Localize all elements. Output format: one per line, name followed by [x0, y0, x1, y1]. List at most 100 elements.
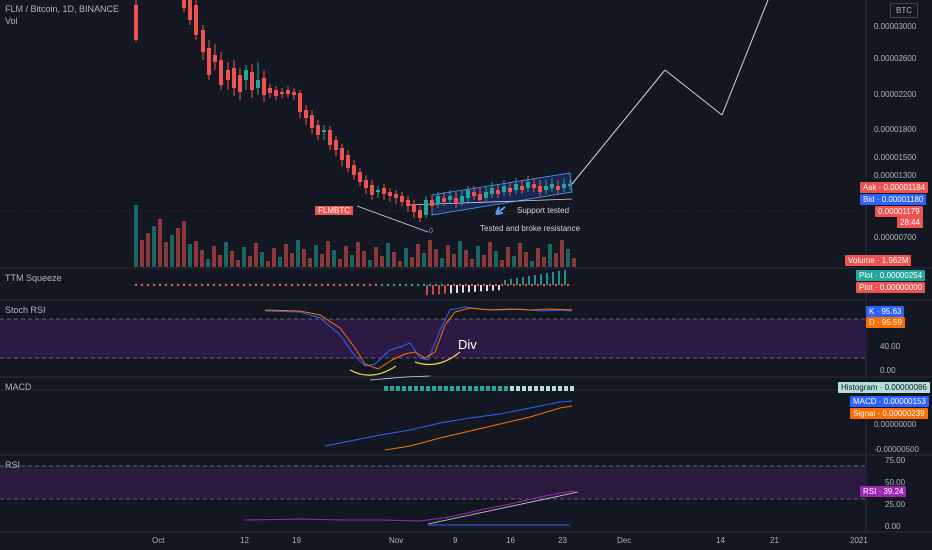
ttm-squeeze-dot	[434, 283, 438, 287]
price-candle-body	[562, 184, 566, 188]
ttm-squeeze-dot	[326, 283, 330, 287]
ttm-squeeze-dot	[512, 283, 516, 287]
volume-bar	[254, 243, 258, 267]
volume-bar	[272, 248, 276, 267]
volume-bar	[230, 251, 234, 267]
ttm-squeeze-dot	[530, 283, 534, 287]
price-candle-body	[406, 200, 410, 206]
ttm-squeeze-dot	[392, 283, 396, 287]
volume-bar	[410, 257, 414, 267]
date-tick: 14	[716, 536, 725, 545]
divergence-curve[interactable]	[414, 351, 461, 365]
price-candle-body	[364, 180, 368, 188]
resistance-note[interactable]: Tested and broke resistance	[480, 224, 581, 233]
divergence-note[interactable]: Div	[458, 337, 477, 352]
macd-histogram-bar	[516, 386, 520, 391]
price-candle-body	[274, 90, 278, 96]
stoch-tick: 0.00	[880, 366, 896, 375]
currency-button[interactable]: BTC	[890, 3, 918, 18]
ttm-momentum-bar	[522, 277, 524, 285]
date-tick: 19	[292, 536, 301, 545]
ttm-squeeze-dot	[338, 283, 342, 287]
arrow-icon[interactable]	[495, 206, 506, 215]
price-candle-body	[201, 30, 205, 52]
macd-title[interactable]: MACD	[5, 382, 32, 392]
volume-tag: Volume · 1.962M	[845, 255, 912, 266]
volume-bar	[278, 257, 282, 267]
ttm-momentum-bar	[480, 285, 482, 292]
volume-bar	[566, 249, 570, 267]
volume-bar	[188, 244, 192, 267]
macd-histogram	[384, 386, 574, 391]
drop-trendline[interactable]	[356, 205, 429, 233]
ttm-momentum-bar	[504, 280, 506, 285]
ttm-squeeze-dot	[482, 283, 486, 287]
price-candle-body	[394, 194, 398, 198]
macd-histogram-bar	[534, 386, 538, 391]
macd-histogram-bar	[390, 386, 394, 391]
volume-bar	[218, 255, 222, 267]
stoch-title[interactable]: Stoch RSI	[5, 305, 46, 315]
ttm-squeeze-dot	[254, 283, 258, 287]
symbol-marker[interactable]: FLMBTC	[315, 206, 353, 215]
volume-bar	[404, 248, 408, 267]
date-tick: 9	[453, 536, 458, 545]
ttm-title[interactable]: TTM Squeeze	[5, 273, 62, 283]
projection-path[interactable]	[721, 0, 770, 116]
ttm-squeeze-dot	[356, 283, 360, 287]
price-candle-body	[238, 75, 242, 92]
macd-hist-tag: Histogram · 0.00000086	[838, 382, 930, 393]
price-tick: 0.00003000	[874, 22, 917, 31]
ttm-squeeze-dot	[224, 283, 228, 287]
ttm-momentum-bar	[456, 285, 458, 293]
rsi-title[interactable]: RSI	[5, 460, 21, 470]
ttm-squeeze-dot	[230, 283, 234, 287]
price-candle-body	[454, 198, 458, 204]
volume-bar	[506, 247, 510, 267]
divergence-line[interactable]	[404, 375, 431, 378]
volume-bar	[326, 241, 330, 267]
volume-bar	[320, 254, 324, 267]
price-candle-body	[538, 186, 542, 192]
projection-path[interactable]	[571, 69, 666, 185]
volume-bar	[470, 259, 474, 267]
price-candle-body	[424, 200, 428, 215]
volume-bar	[530, 261, 534, 267]
support-trendline[interactable]	[407, 198, 573, 206]
price-candle-body	[436, 196, 440, 204]
vol-label[interactable]: Vol	[5, 16, 18, 26]
symbol-title[interactable]: FLM / Bitcoin, 1D, BINANCE	[5, 4, 120, 14]
volume-bar	[446, 245, 450, 267]
date-tick: Nov	[389, 536, 404, 545]
volume-bar	[302, 249, 306, 267]
projection-path[interactable]	[664, 69, 723, 116]
volume-bar	[380, 256, 384, 267]
ttm-squeeze-dot	[314, 283, 318, 287]
price-candle-body	[250, 72, 254, 90]
price-candle-body	[460, 196, 464, 202]
volume-bar	[434, 249, 438, 267]
ttm-squeeze-dot	[536, 283, 540, 287]
price-candle-body	[544, 186, 548, 190]
support-note[interactable]: Support tested	[517, 206, 570, 215]
rsi-trendline[interactable]	[427, 491, 579, 525]
macd-histogram-bar	[426, 386, 430, 391]
ttm-squeeze-dot	[134, 283, 138, 287]
volume-bar	[374, 247, 378, 267]
divergence-line[interactable]	[369, 376, 406, 381]
price-candle-body	[526, 182, 530, 188]
ttm-squeeze-dot	[560, 283, 564, 287]
stoch-tick: 40.00	[880, 342, 901, 351]
ttm-squeeze-dot	[164, 283, 168, 287]
volume-bar	[398, 261, 402, 267]
volume-bar	[428, 240, 432, 267]
ttm-momentum-bar	[540, 274, 542, 285]
macd-histogram-bar	[564, 386, 568, 391]
ttm-squeeze-dot	[218, 283, 222, 287]
price-candle-body	[502, 186, 506, 192]
ttm-squeeze-dot	[404, 283, 408, 287]
ttm-squeeze-dot	[188, 283, 192, 287]
divergence-curve[interactable]	[349, 365, 397, 376]
